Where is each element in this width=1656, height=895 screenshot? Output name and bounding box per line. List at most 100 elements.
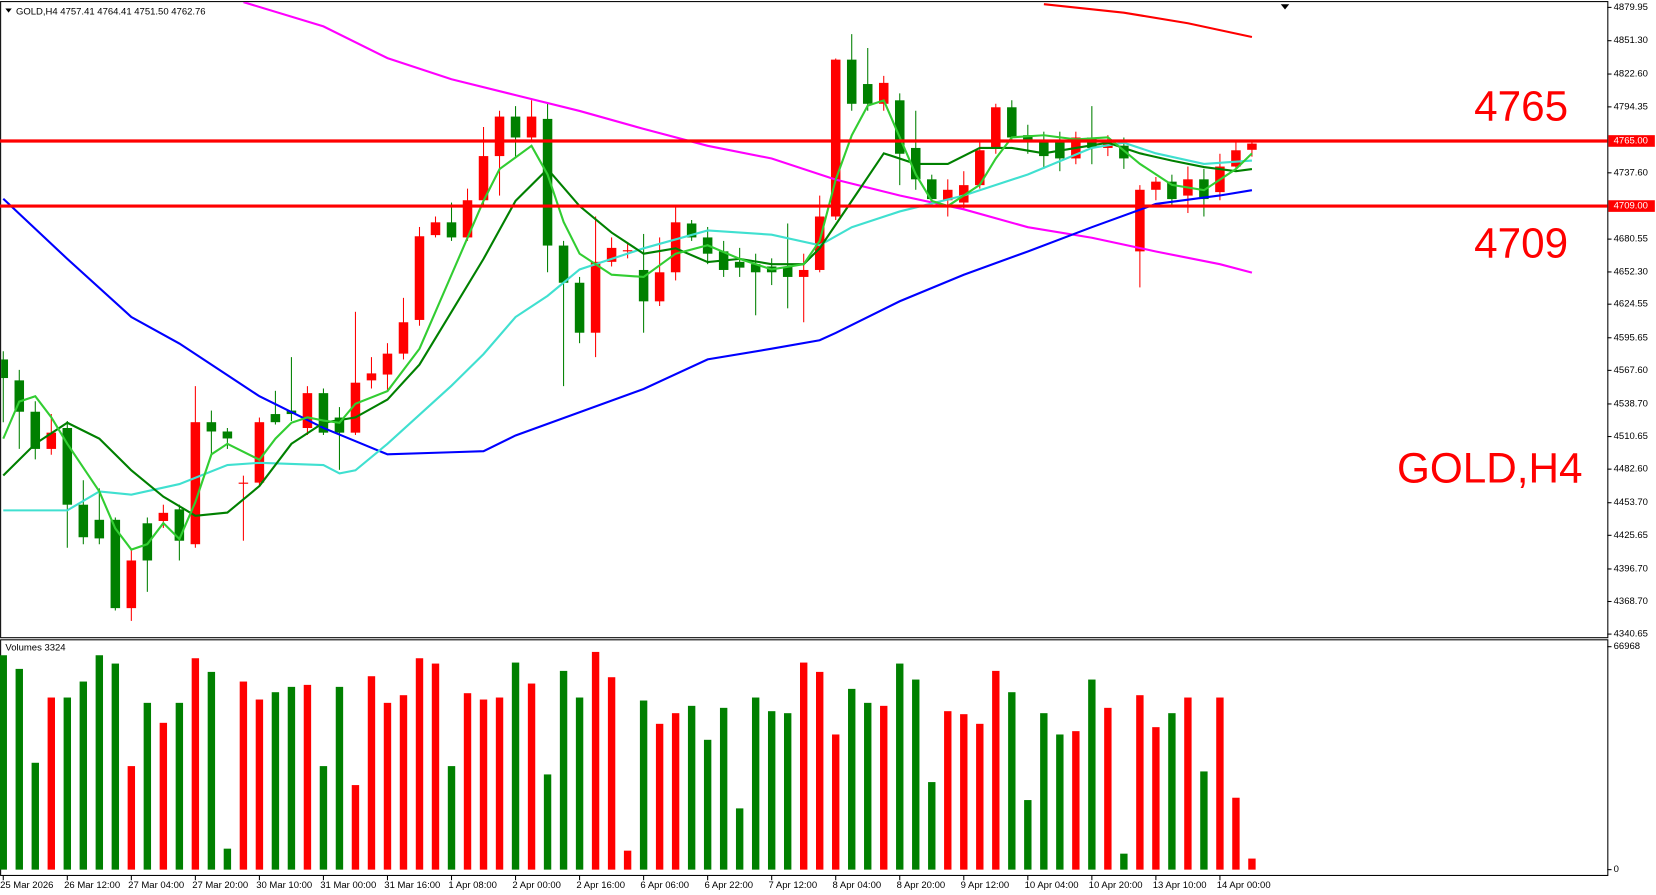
volume-bar [783, 713, 792, 870]
volume-last: 3324 [44, 642, 65, 653]
level-tag-label: 4765.00 [1614, 135, 1648, 146]
level-tag [1608, 135, 1655, 147]
volume-bar [1216, 697, 1224, 870]
candle-body [206, 422, 217, 432]
candle-body [734, 261, 745, 268]
candle-body [862, 84, 873, 104]
candle-body [526, 116, 537, 138]
candle-body [366, 373, 377, 381]
volume-bar [95, 655, 104, 870]
volume-bar [383, 702, 392, 870]
volume-bar [47, 697, 55, 870]
volume-bar [799, 662, 808, 870]
volume-bar [735, 808, 744, 870]
y-tick-label: 4794.35 [1614, 101, 1648, 112]
candle-body [1167, 181, 1177, 200]
y-tick-label: 4453.70 [1614, 497, 1648, 508]
candle-body [846, 59, 857, 104]
x-tick-label: 1 Apr 08:00 [448, 880, 497, 891]
volume-bar [495, 697, 504, 870]
volume-bar [1200, 771, 1208, 870]
y-tick-label: 4368.70 [1614, 596, 1648, 607]
candle-body [222, 431, 233, 439]
volume-bar [191, 658, 200, 870]
volume-bar [335, 686, 344, 870]
y-tick-label: 4425.65 [1614, 530, 1648, 541]
volume-bar [767, 711, 776, 870]
candle-body [462, 200, 473, 238]
ma-line [243, 2, 1253, 274]
volume-bar [463, 693, 472, 870]
volume-bar [575, 697, 584, 870]
volume-bar [687, 705, 696, 870]
candle-body [446, 222, 457, 238]
shift-marker [1280, 4, 1290, 10]
x-tick-label: 2 Apr 00:00 [512, 880, 561, 891]
open: 4757.41 [60, 6, 94, 17]
candle-body [126, 560, 137, 609]
symbol: GOLD,H4 [16, 6, 58, 17]
x-tick-label: 30 Mar 10:00 [256, 880, 312, 891]
volume-bar [1072, 731, 1080, 870]
volume-bar [607, 677, 616, 870]
candle-body [158, 512, 169, 521]
ma-line [2, 99, 1253, 551]
volume-bar [992, 670, 1000, 870]
y-tick-label: 4879.95 [1614, 2, 1648, 13]
volume-bar [1248, 858, 1256, 870]
volume-bar [319, 766, 328, 870]
volume-bar [896, 663, 904, 870]
level-label: 4765 [1474, 82, 1568, 129]
x-tick-label: 31 Mar 16:00 [384, 880, 440, 891]
volume-bar [111, 663, 120, 870]
volume-bar [287, 686, 296, 870]
volume-bar [1120, 853, 1128, 870]
y-tick-label: 4567.60 [1614, 365, 1648, 376]
x-tick-label: 2 Apr 16:00 [576, 880, 625, 891]
volume-bar [1056, 734, 1064, 870]
x-tick-label: 6 Apr 22:00 [704, 880, 753, 891]
volume-bar [0, 655, 7, 870]
volume-bar [511, 662, 520, 870]
candle-body [78, 504, 89, 538]
volume-bar [880, 705, 888, 870]
candle-body [558, 245, 569, 283]
volume-bar [1024, 800, 1032, 870]
volume-bar [479, 699, 488, 870]
volume-bar [271, 692, 280, 870]
candle-body [14, 380, 25, 412]
symbol-label: GOLD,H4 [1397, 444, 1582, 491]
level-tag-label: 4709.00 [1614, 201, 1648, 212]
menu-icon [5, 8, 12, 13]
candle-body [814, 216, 825, 270]
volume-bar [1136, 695, 1144, 870]
candle-body [686, 223, 697, 238]
volume-bar [399, 695, 408, 870]
candle-body [1151, 181, 1161, 190]
plot [1, 2, 1257, 621]
candle-body [894, 100, 905, 154]
candle-body [975, 150, 985, 186]
candle-body [1119, 145, 1129, 159]
y-tick-label: 4482.60 [1614, 464, 1648, 475]
candle-body [30, 411, 41, 449]
candle-body [46, 432, 57, 449]
volume-bar [15, 668, 23, 870]
candle-body [238, 482, 249, 484]
volume-bar [1152, 727, 1160, 870]
y-tick-label: 4680.55 [1614, 234, 1648, 245]
volume-bar [367, 676, 376, 870]
candle-body [1055, 139, 1065, 159]
candle-body [430, 222, 441, 236]
volume-bar [1168, 713, 1176, 870]
header: GOLD,H4 4757.41 4764.41 4751.50 4762.76 [16, 6, 206, 17]
y-tick-label: 4510.65 [1614, 431, 1648, 442]
x-tick-label: 13 Apr 10:00 [1153, 880, 1207, 891]
volume-bar [303, 684, 312, 870]
x-tick-label: 8 Apr 20:00 [897, 880, 946, 891]
candle-body [622, 250, 633, 252]
x-tick-label: 14 Apr 00:00 [1217, 880, 1271, 891]
volume-bar [1040, 713, 1048, 870]
ma-line [2, 141, 1253, 517]
